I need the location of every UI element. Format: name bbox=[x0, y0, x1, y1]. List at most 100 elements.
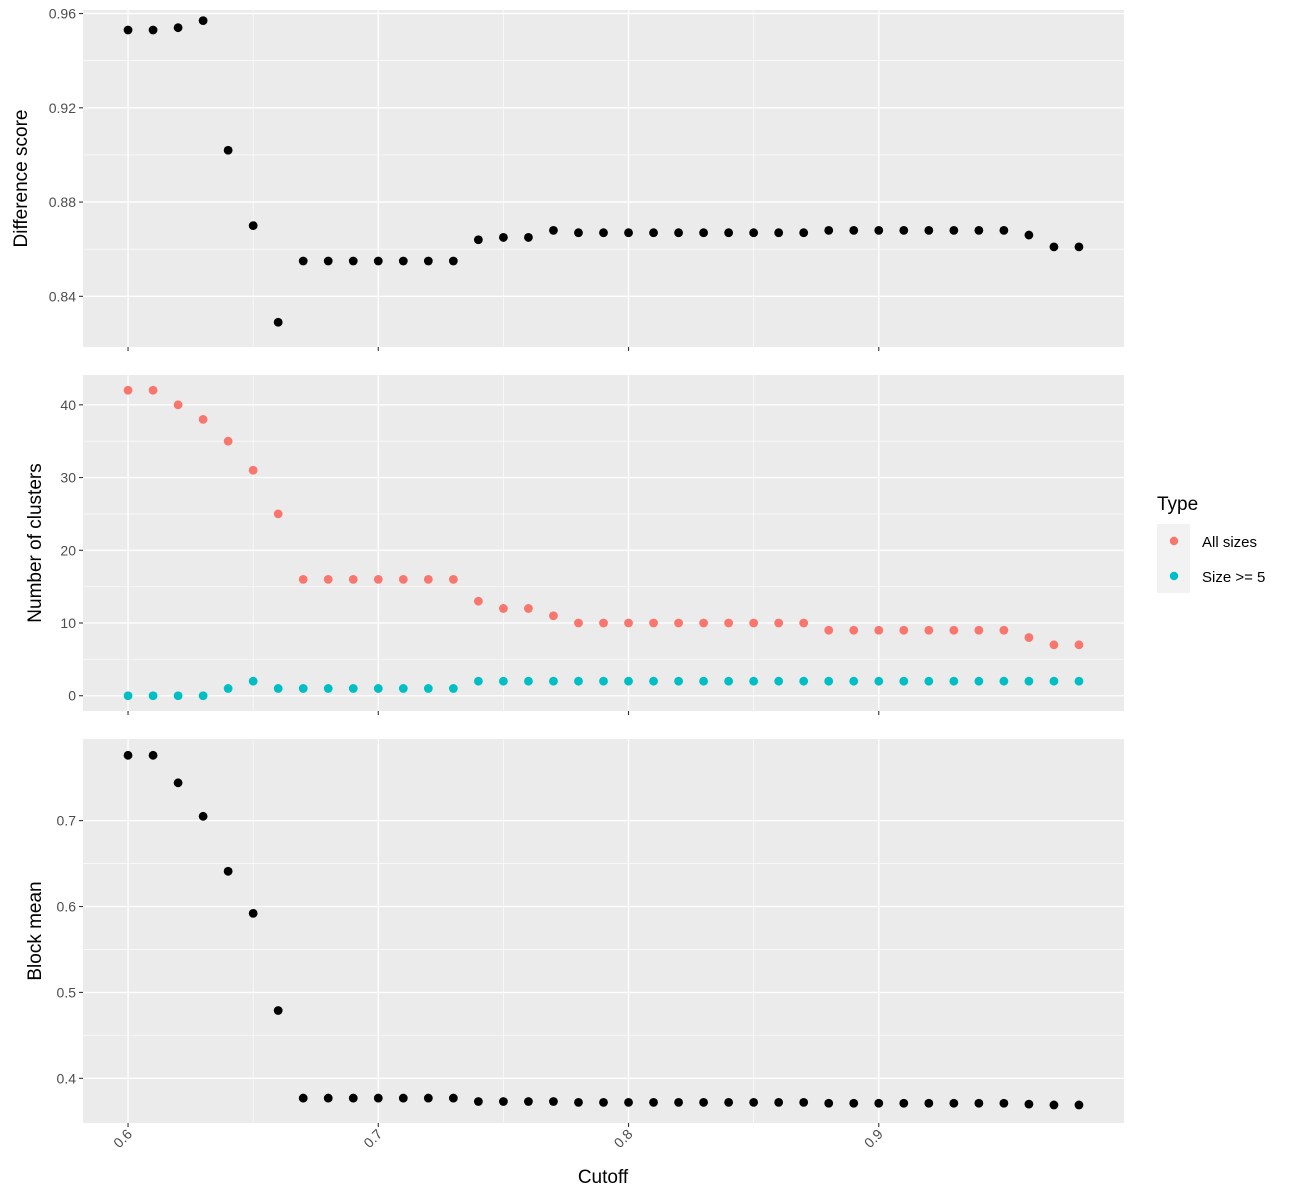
data-point bbox=[423, 684, 433, 693]
data-point bbox=[649, 618, 658, 628]
data-point bbox=[423, 256, 433, 266]
data-point bbox=[599, 676, 608, 686]
data-point bbox=[348, 574, 358, 584]
y-tick-label: 0.84 bbox=[49, 288, 76, 304]
data-point bbox=[924, 1098, 934, 1108]
data-point bbox=[173, 691, 183, 701]
data-point bbox=[148, 25, 158, 35]
data-point bbox=[899, 625, 909, 635]
data-point bbox=[1074, 1100, 1084, 1110]
data-point bbox=[448, 1093, 458, 1103]
data-point bbox=[924, 625, 934, 635]
panel-clusters: 0 10 20 30 40 Number of clusters bbox=[25, 375, 1124, 715]
data-point bbox=[674, 228, 683, 238]
data-point bbox=[1024, 633, 1034, 642]
data-point bbox=[198, 691, 208, 701]
data-point bbox=[473, 1097, 483, 1106]
data-point bbox=[323, 574, 333, 584]
data-point bbox=[223, 145, 233, 155]
data-point bbox=[599, 618, 608, 628]
series-block bbox=[123, 750, 1084, 1110]
y-tick-label: 0.7 bbox=[57, 813, 77, 829]
panel-background bbox=[83, 375, 1124, 711]
data-point bbox=[1074, 676, 1084, 686]
data-point bbox=[248, 221, 258, 231]
data-point bbox=[724, 618, 734, 628]
series-size-5 bbox=[123, 676, 1084, 701]
data-point bbox=[549, 676, 558, 686]
legend-key-all-sizes bbox=[1169, 536, 1179, 546]
data-point bbox=[974, 225, 984, 235]
data-point bbox=[974, 676, 984, 686]
data-point bbox=[799, 228, 809, 238]
data-point bbox=[524, 676, 533, 686]
data-point bbox=[273, 509, 283, 519]
data-point bbox=[974, 1098, 984, 1108]
data-point bbox=[699, 618, 708, 628]
data-point bbox=[674, 676, 683, 686]
data-point bbox=[849, 625, 859, 635]
data-point bbox=[549, 1097, 558, 1106]
data-point bbox=[874, 225, 884, 235]
data-point bbox=[849, 1098, 859, 1108]
y-tick-label: 0.96 bbox=[49, 6, 76, 22]
data-point bbox=[724, 676, 734, 686]
data-point bbox=[248, 908, 258, 918]
data-point bbox=[473, 235, 483, 245]
data-point bbox=[674, 1097, 683, 1107]
x-tick-label: 0.9 bbox=[861, 1126, 886, 1151]
data-point bbox=[724, 228, 734, 238]
x-axis-title: Cutoff bbox=[578, 1167, 629, 1188]
data-point bbox=[123, 691, 133, 701]
data-point bbox=[298, 256, 308, 266]
data-point bbox=[348, 1093, 358, 1103]
x-tick-label: 0.7 bbox=[360, 1126, 385, 1151]
data-point bbox=[373, 574, 383, 584]
data-point bbox=[473, 676, 483, 686]
data-point bbox=[398, 1093, 408, 1103]
data-point bbox=[574, 676, 583, 686]
data-point bbox=[1049, 242, 1059, 252]
data-point bbox=[674, 618, 683, 628]
data-point bbox=[649, 228, 658, 238]
data-point bbox=[273, 1006, 283, 1015]
data-point bbox=[999, 225, 1009, 235]
data-point bbox=[949, 676, 959, 686]
data-point bbox=[1024, 1099, 1034, 1109]
data-point bbox=[398, 684, 408, 693]
data-point bbox=[198, 414, 208, 424]
data-point bbox=[1049, 676, 1059, 686]
data-point bbox=[423, 574, 433, 584]
data-point bbox=[448, 684, 458, 693]
data-point bbox=[699, 228, 708, 238]
data-point bbox=[173, 400, 183, 410]
data-point bbox=[1024, 230, 1034, 240]
data-point bbox=[924, 225, 934, 235]
y-tick-label: 10 bbox=[60, 615, 76, 631]
data-point bbox=[774, 676, 784, 686]
data-point bbox=[323, 1093, 333, 1103]
data-point bbox=[949, 225, 959, 235]
data-point bbox=[373, 256, 383, 266]
series-all-sizes bbox=[123, 385, 1084, 650]
data-point bbox=[574, 228, 583, 238]
data-point bbox=[423, 1093, 433, 1103]
data-point bbox=[649, 676, 658, 686]
data-point bbox=[949, 625, 959, 635]
data-point bbox=[824, 1098, 834, 1108]
legend-key-background bbox=[1157, 524, 1190, 593]
legend-title: Type bbox=[1157, 494, 1198, 515]
data-point bbox=[924, 676, 934, 686]
data-point bbox=[524, 604, 533, 613]
data-point bbox=[448, 574, 458, 584]
data-point bbox=[173, 778, 183, 788]
data-point bbox=[749, 618, 759, 628]
data-point bbox=[874, 676, 884, 686]
data-point bbox=[123, 385, 133, 395]
data-point bbox=[499, 676, 508, 686]
y-tick-label: 0.5 bbox=[57, 984, 77, 1000]
data-point bbox=[549, 611, 558, 621]
data-point bbox=[899, 225, 909, 235]
data-point bbox=[398, 574, 408, 584]
data-point bbox=[348, 684, 358, 693]
